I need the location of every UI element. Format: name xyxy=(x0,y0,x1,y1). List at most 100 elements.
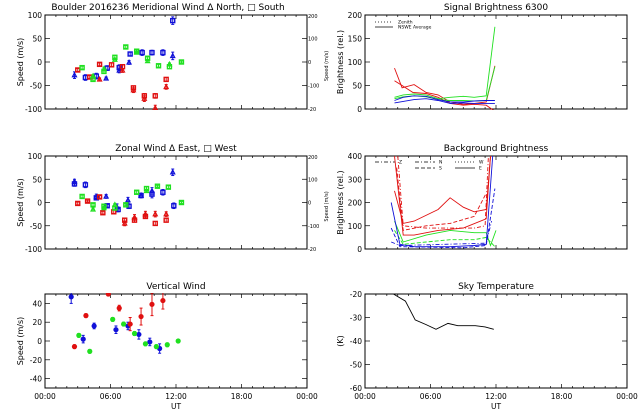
data-point-triangle xyxy=(126,58,133,65)
series-line-green xyxy=(394,220,497,247)
data-point-square xyxy=(130,85,137,91)
data-point-triangle xyxy=(90,72,97,79)
plot-title: Zonal Wind Δ East, □ West xyxy=(115,144,237,154)
data-point-circle xyxy=(110,316,116,322)
data-point-square xyxy=(131,217,138,223)
y-axis-label: Brightness (rel.) xyxy=(336,170,345,234)
data-point-circle xyxy=(149,301,155,307)
y-tick-label: 50 xyxy=(32,35,42,44)
y-tick-label: 100 xyxy=(348,222,363,231)
side-axis-label: Speed (m/s) xyxy=(324,191,330,221)
x-axis-label: UT xyxy=(491,402,501,411)
series-line-blue xyxy=(390,188,496,249)
legend-label: Z xyxy=(399,160,402,166)
y-tick-label: -30 xyxy=(350,314,362,323)
y-tick-label: 100 xyxy=(28,152,43,161)
x-tick-label: 00:00 xyxy=(354,392,376,401)
data-point-square xyxy=(160,49,166,56)
x-tick-label: 06:00 xyxy=(100,392,122,401)
plot-title: Background Brightness xyxy=(444,144,549,154)
data-point-square xyxy=(160,189,166,195)
data-point-triangle xyxy=(71,71,78,78)
data-layer xyxy=(71,16,185,110)
series-line-blue xyxy=(391,220,493,246)
plot-frame xyxy=(44,155,308,250)
data-point-square xyxy=(165,184,172,190)
x-tick-label: 00:00 xyxy=(616,392,638,401)
y-tick-label: 20 xyxy=(32,318,42,327)
data-point-square xyxy=(96,194,103,200)
y-tick-label: 40 xyxy=(32,299,42,308)
data-point-square xyxy=(152,93,158,99)
y-tick-label: 400 xyxy=(348,152,363,161)
right-y-tick-label: 100 xyxy=(308,177,318,183)
x-tick-label: 18:00 xyxy=(231,392,253,401)
y-tick-label: -40 xyxy=(30,375,42,384)
y-tick-label: -100 xyxy=(25,245,42,254)
data-point-triangle xyxy=(100,204,107,211)
data-point-circle xyxy=(175,338,181,344)
data-point-circle xyxy=(76,332,82,338)
x-tick-label: 06:00 xyxy=(420,392,442,401)
y-tick-label: 0 xyxy=(37,199,42,208)
data-point-triangle xyxy=(103,192,110,199)
data-point-triangle xyxy=(152,210,159,217)
data-point-triangle xyxy=(121,219,128,226)
data-point-square xyxy=(138,192,144,199)
data-point-square xyxy=(104,203,110,209)
x-tick-label: 00:00 xyxy=(296,392,318,401)
data-point-circle xyxy=(142,341,149,347)
y-tick-label: -50 xyxy=(30,82,42,91)
data-point-circle xyxy=(116,305,122,311)
series-line-blue xyxy=(394,98,495,104)
series-line-black xyxy=(393,293,494,330)
series-line-blue xyxy=(394,95,495,103)
data-point-square xyxy=(163,76,169,83)
series-line-green xyxy=(394,66,496,102)
y-axis-label: Speed (m/s) xyxy=(16,38,25,87)
data-point-circle xyxy=(136,331,142,338)
data-point-circle xyxy=(87,348,93,354)
plot-frame xyxy=(44,14,308,110)
series-line-red xyxy=(396,167,487,231)
side-axis-label: Speed (m/s) xyxy=(324,51,330,81)
data-point-square xyxy=(178,199,185,206)
plot-title: Sky Temperature xyxy=(458,282,534,292)
legend: Z NS WE xyxy=(375,160,484,172)
data-point-circle xyxy=(147,339,153,345)
right-y-tick-label: 0 xyxy=(308,201,311,207)
data-point-triangle xyxy=(103,74,110,81)
data-layer xyxy=(394,26,496,110)
data-point-square xyxy=(123,202,129,208)
data-point-triangle xyxy=(143,187,150,194)
data-point-square xyxy=(152,220,158,227)
y-axis-label: Speed (m/s) xyxy=(16,317,25,366)
y-tick-label: 50 xyxy=(352,82,362,91)
data-point-square xyxy=(178,59,185,65)
data-point-square xyxy=(154,183,161,189)
right-y-tick-label: -100 xyxy=(308,224,319,230)
data-point-square xyxy=(141,93,148,99)
data-point-circle xyxy=(131,330,138,337)
y-axis-label: (K) xyxy=(336,335,345,347)
x-tick-label: 12:00 xyxy=(485,392,507,401)
data-point-square xyxy=(71,181,78,187)
y-axis-label: Brightness (rel.) xyxy=(336,30,345,94)
data-layer xyxy=(71,168,185,227)
series-line-green xyxy=(394,26,496,100)
plot-title: Signal Brightness 6300 xyxy=(444,3,548,13)
y-tick-label: 100 xyxy=(28,11,43,20)
panel-signal: Signal Brightness 6300 Brightness (rel.) S… xyxy=(324,3,628,114)
right-y-tick-label: 200 xyxy=(308,155,318,161)
data-point-square xyxy=(100,210,106,216)
y-tick-label: -20 xyxy=(30,356,42,365)
data-point-triangle xyxy=(133,49,140,55)
data-point-circle xyxy=(83,313,89,319)
series-line-green xyxy=(394,230,496,248)
right-y-tick-label: 200 xyxy=(308,14,318,20)
data-point-square xyxy=(96,61,103,68)
data-point-square xyxy=(139,49,145,56)
x-axis-label: UT xyxy=(171,402,181,411)
data-point-square xyxy=(149,191,155,197)
